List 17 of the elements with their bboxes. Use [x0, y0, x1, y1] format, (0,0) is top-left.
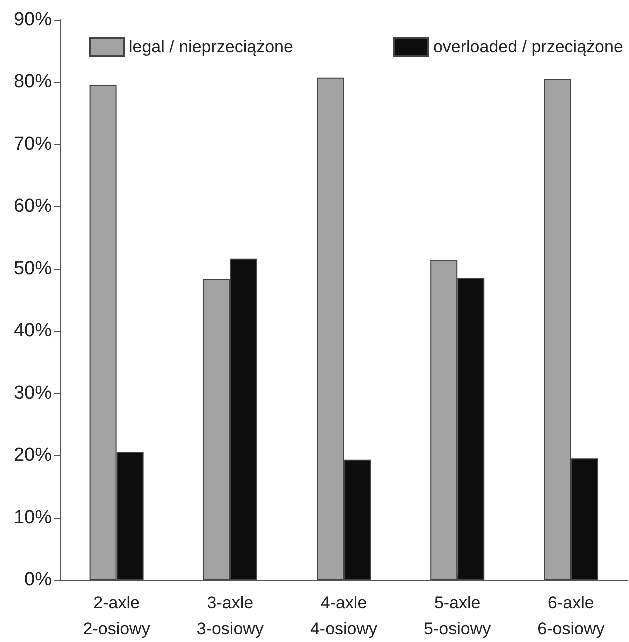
- y-tick-label: 30%: [14, 382, 52, 404]
- y-tick-label: 20%: [14, 445, 52, 466]
- x-tick-label: 5-axle 5-osiowy: [424, 594, 492, 638]
- x-tick-label: 6-axle 6-osiowy: [538, 594, 606, 638]
- x-tick-label: 4-axle 4-osiowy: [310, 594, 378, 638]
- legend-label: legal / nieprzeciążone: [129, 38, 294, 56]
- y-tick-label: 40%: [14, 320, 52, 342]
- legend-label: overloaded / przeciążone: [433, 38, 624, 56]
- y-tick-label: 0%: [24, 570, 52, 590]
- y-tick-label: 50%: [14, 258, 52, 280]
- y-tick-label: 60%: [14, 196, 52, 218]
- y-tick-label: 70%: [14, 134, 52, 155]
- x-tick-label: 2-axle 2-osiowy: [83, 594, 151, 638]
- y-tick-label: 80%: [14, 72, 52, 93]
- x-tick-label: 3-axle 3-osiowy: [196, 594, 264, 638]
- y-tick-label: 90%: [14, 10, 52, 30]
- y-tick-label: 10%: [14, 507, 52, 528]
